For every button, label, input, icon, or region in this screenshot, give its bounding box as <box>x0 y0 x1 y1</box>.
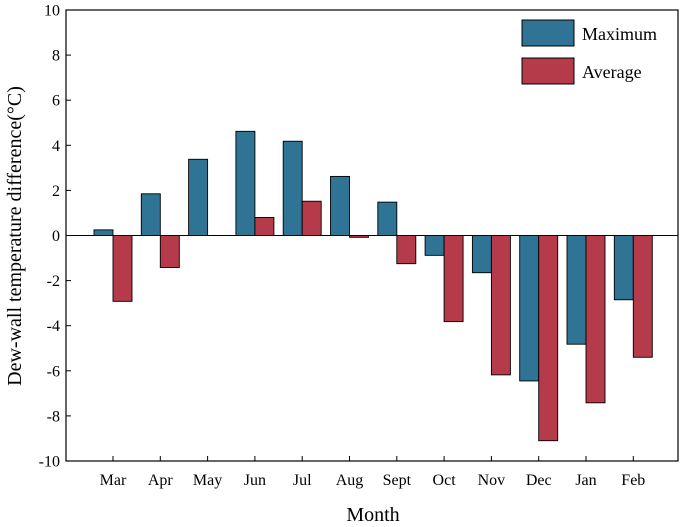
bar-maximum-jul <box>282 140 303 236</box>
bar-average-nov <box>490 235 511 376</box>
bar-maximum-jun <box>235 130 256 236</box>
y-tick-label: -4 <box>47 318 60 335</box>
y-axis-label: Dew-wall temperature difference(°C) <box>4 86 26 386</box>
bar-average-apr <box>159 235 180 268</box>
legend-swatch-average <box>521 57 575 85</box>
bar-average-sept <box>396 235 417 265</box>
bar-average-jul <box>301 200 322 236</box>
y-tick-label: -10 <box>39 454 60 471</box>
y-tick-label: 4 <box>52 138 60 155</box>
x-axis-ticks: Mar Apr May Jun Jul Aug Sept Oct Nov Dec Jan Feb <box>100 456 645 489</box>
bar-maximum-feb <box>613 235 634 301</box>
bar-maximum-dec <box>519 235 540 382</box>
x-tick-label: Aug <box>336 472 364 489</box>
x-tick-label: Nov <box>478 472 506 489</box>
bar-maximum-sept <box>377 201 398 236</box>
bar-average-feb <box>632 235 653 358</box>
bar-average-oct <box>443 235 464 323</box>
legend-label-maximum: Maximum <box>582 24 657 44</box>
bar-maximum-apr <box>140 193 161 236</box>
bar-average-aug <box>349 235 369 238</box>
x-tick-label: Feb <box>621 472 645 489</box>
bar-average-jun <box>254 217 275 236</box>
y-tick-label: -8 <box>47 408 60 425</box>
x-tick-label: May <box>193 472 222 489</box>
x-tick-label: Mar <box>100 472 127 489</box>
y-tick-label: 8 <box>52 48 60 65</box>
legend-label-average: Average <box>582 62 642 82</box>
bar-maximum-nov <box>471 235 492 274</box>
y-tick-label: -2 <box>47 273 60 290</box>
bar-average-mar <box>112 235 133 302</box>
x-tick-label: Jul <box>293 472 312 489</box>
y-tick-label: 6 <box>52 93 60 110</box>
legend-swatch-maximum <box>521 19 575 47</box>
x-tick-label: Sept <box>383 472 412 489</box>
bar-maximum-jan <box>566 235 587 345</box>
bar-average-jan <box>585 235 606 404</box>
y-tick-label: -6 <box>47 363 60 380</box>
plot-area: -10 -8 -6 -4 -2 0 2 4 6 8 10 Mar Apr May Jun Jul Aug Sep… <box>39 3 679 489</box>
x-tick-label: Jun <box>244 472 266 489</box>
bars <box>93 130 653 442</box>
x-tick-label: Jan <box>575 472 596 489</box>
x-tick-label: Dec <box>526 472 552 489</box>
bar-average-dec <box>538 235 559 442</box>
y-axis-ticks: -10 -8 -6 -4 -2 0 2 4 6 8 10 <box>39 3 71 471</box>
x-tick-label: Oct <box>433 472 457 489</box>
legend: Maximum Average <box>521 19 657 85</box>
bar-maximum-aug <box>330 175 350 236</box>
y-tick-label: 10 <box>44 3 60 20</box>
x-tick-label: Apr <box>148 472 174 489</box>
bar-maximum-may <box>188 158 209 236</box>
x-axis-label: Month <box>346 504 399 526</box>
bar-maximum-mar <box>93 229 114 236</box>
y-tick-label: 2 <box>52 183 60 200</box>
y-tick-label: 0 <box>52 228 60 245</box>
bar-maximum-oct <box>424 235 445 256</box>
